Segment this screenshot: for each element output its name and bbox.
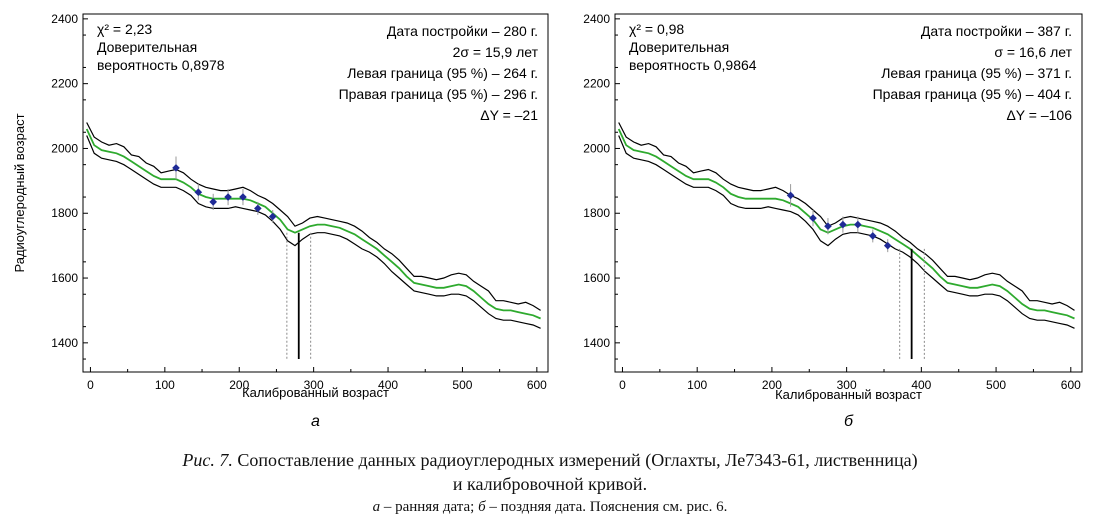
x-axis-label: Калиброванный возраст	[775, 387, 922, 402]
y-tick-label: 2400	[51, 12, 78, 26]
y-tick-label: 2200	[583, 77, 610, 91]
curve-lower-bound	[86, 135, 541, 329]
x-tick-label: 500	[452, 378, 472, 392]
x-tick-label: 600	[1061, 378, 1081, 392]
stats-right-line: ΔY = –106	[1006, 107, 1072, 123]
caption-a-label: а	[372, 499, 381, 515]
measurement-point	[809, 214, 817, 222]
x-tick-label: 300	[304, 378, 324, 392]
measurement-point	[868, 232, 877, 240]
stats-right-line: σ = 16,6 лет	[994, 44, 1072, 60]
measurement-point	[786, 191, 795, 200]
x-tick-label: 0	[87, 378, 94, 392]
panel-label: а	[311, 413, 320, 430]
stats-left-line: вероятность 0,8978	[97, 57, 225, 73]
caption-a-text: – ранняя дата;	[380, 499, 479, 515]
measurement-point	[194, 188, 203, 196]
stats-left-line: χ² = 2,23	[97, 21, 152, 37]
x-tick-label: 100	[155, 378, 175, 392]
x-axis-label: Калиброванный возраст	[242, 385, 389, 400]
figure: 0 100 200 300 400 500 600140016001800200022002…	[12, 12, 1083, 430]
stats-right-line: Правая граница (95 %) – 296 г.	[339, 86, 538, 102]
stats-left-line: Доверительная	[629, 39, 729, 55]
x-tick-label: 400	[378, 378, 398, 392]
curve-lower-bound	[618, 135, 1075, 329]
caption-line-1: Рис. 7. Сопоставление данных радиоуглеро…	[0, 448, 1100, 472]
caption-line-2: и калибровочной кривой.	[452, 474, 648, 494]
y-axis-label: Радиоуглеродный возраст	[12, 113, 27, 272]
figure-caption: Рис. 7. Сопоставление данных радиоуглеро…	[0, 448, 1100, 518]
y-tick-label: 2000	[583, 141, 610, 155]
stats-right-line: Дата постройки – 387 г.	[921, 23, 1072, 39]
x-tick-label: 200	[762, 378, 782, 392]
y-tick-label: 1800	[51, 206, 78, 220]
y-tick-label: 1400	[583, 336, 610, 350]
plot-frame	[614, 13, 1083, 373]
panel-label: б	[844, 413, 854, 430]
curve-center	[617, 128, 1075, 320]
y-tick-label: 2000	[51, 141, 78, 155]
y-tick-label: 2400	[583, 12, 610, 26]
stats-left-line: Доверительная	[97, 39, 197, 55]
stats-right-line: Левая граница (95 %) – 264 г.	[347, 65, 538, 81]
y-tick-label: 1400	[51, 336, 78, 350]
x-tick-label: 0	[619, 378, 626, 392]
measurement-point	[883, 241, 892, 250]
stats-right-line: Дата постройки – 280 г.	[387, 23, 538, 39]
curve-upper-bound	[618, 122, 1075, 311]
y-tick-label: 1600	[583, 271, 610, 285]
curve-upper-bound	[86, 122, 541, 311]
chart-panel-a: 0 100 200 300 400 500 600 1400 1600 1800 2000 2200 2…	[12, 12, 549, 430]
x-tick-label: 600	[527, 378, 547, 392]
stats-right-line: Правая граница (95 %) – 404 г.	[873, 86, 1072, 102]
measurement-point	[224, 193, 232, 201]
x-tick-label: 200	[229, 378, 249, 392]
stats-right-line: ΔY = –21	[480, 107, 538, 123]
measurement-point	[268, 212, 277, 221]
caption-b-text: – поздняя дата. Пояснения см. рис. 6.	[485, 499, 728, 515]
measurement-point	[854, 220, 862, 229]
caption-figure-label: Рис. 7.	[182, 450, 233, 470]
stats-right-line: Левая граница (95 %) – 371 г.	[881, 65, 1072, 81]
y-tick-label: 1600	[51, 271, 78, 285]
measurement-point	[239, 193, 247, 201]
plot-frame	[82, 13, 549, 373]
caption-line-3: а – ранняя дата; б – поздняя дата. Поясн…	[0, 496, 1100, 518]
caption-b-label: б	[478, 499, 486, 515]
caption-title: Сопоставление данных радиоуглеродных изм…	[232, 450, 918, 470]
curve-center	[85, 128, 541, 320]
stats-left-line: вероятность 0,9864	[629, 57, 757, 73]
stats-left-line: χ² = 0,98	[629, 21, 684, 37]
measurement-point	[172, 164, 180, 172]
measurement-point	[824, 222, 832, 231]
x-tick-label: 400	[911, 378, 931, 392]
x-tick-label: 500	[986, 378, 1006, 392]
measurement-point	[209, 198, 217, 206]
stats-right-line: 2σ = 15,9 лет	[453, 44, 539, 60]
y-tick-label: 1800	[583, 206, 610, 220]
measurement-point	[839, 220, 847, 229]
y-tick-label: 2200	[51, 77, 78, 91]
x-tick-label: 100	[687, 378, 707, 392]
x-tick-label: 300	[837, 378, 857, 392]
measurement-point	[254, 204, 262, 213]
chart-panel-b: 0 100 200 300 400 500 600 1400 1600 1800 2000 2200 2…	[583, 12, 1083, 430]
